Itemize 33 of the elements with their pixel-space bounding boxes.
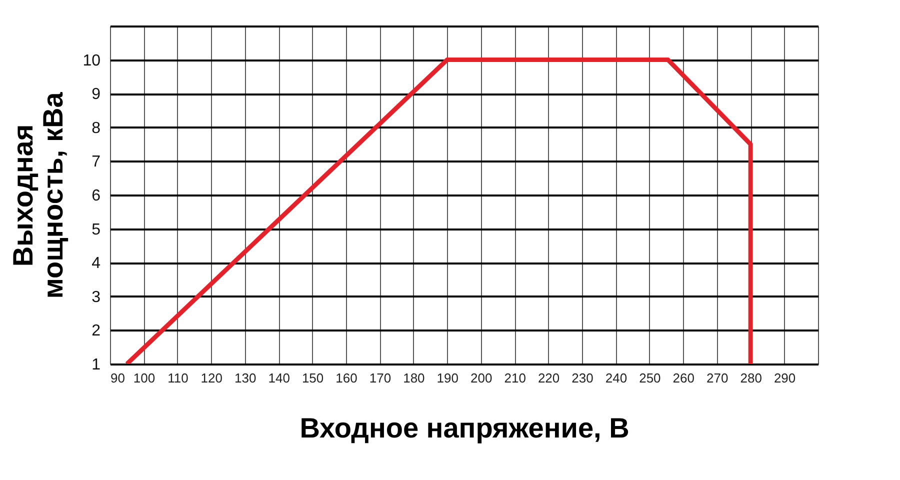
- x-tick-label: 200: [470, 370, 492, 386]
- x-axis-title: Входное напряжение, В: [300, 412, 630, 444]
- x-tick-label: 100: [133, 370, 156, 386]
- x-tick-label: 150: [302, 370, 324, 386]
- x-tick-label: 180: [403, 370, 425, 386]
- y-tick-label: 9: [92, 86, 101, 104]
- x-tick-label: 170: [369, 370, 392, 386]
- x-tick-label: 190: [436, 370, 458, 386]
- x-tick-label: 220: [538, 370, 560, 386]
- x-tick-label: 230: [572, 370, 594, 386]
- y-tick-label: 1: [92, 356, 101, 374]
- y-tick-label: 8: [92, 120, 101, 137]
- x-tick-label: 280: [740, 370, 762, 386]
- x-tick-label: 210: [504, 370, 526, 386]
- y-tick-label: 5: [92, 221, 101, 238]
- y-tick-label: 6: [92, 188, 101, 204]
- x-tick-label: 160: [336, 370, 358, 386]
- x-tick-label: 250: [639, 370, 661, 386]
- y-axis-title: Выходная мощность, кВа: [8, 92, 69, 299]
- y-tick-label: 2: [92, 322, 101, 340]
- x-tick-label: 260: [672, 370, 694, 386]
- y-tick-label: 7: [92, 154, 101, 171]
- y-tick-label: 10: [82, 52, 101, 70]
- x-tick-label: 270: [706, 370, 728, 386]
- x-tick-label: 90: [110, 370, 125, 386]
- x-tick-label: 110: [168, 370, 188, 386]
- y-tick-label: 3: [92, 288, 101, 306]
- x-tick-label: 240: [605, 370, 628, 386]
- x-tick-label: 120: [200, 370, 222, 386]
- x-tick-label: 130: [234, 370, 256, 386]
- x-tick-label: 140: [268, 370, 290, 386]
- y-tick-label: 4: [92, 255, 101, 272]
- x-tick-label: 290: [774, 370, 796, 386]
